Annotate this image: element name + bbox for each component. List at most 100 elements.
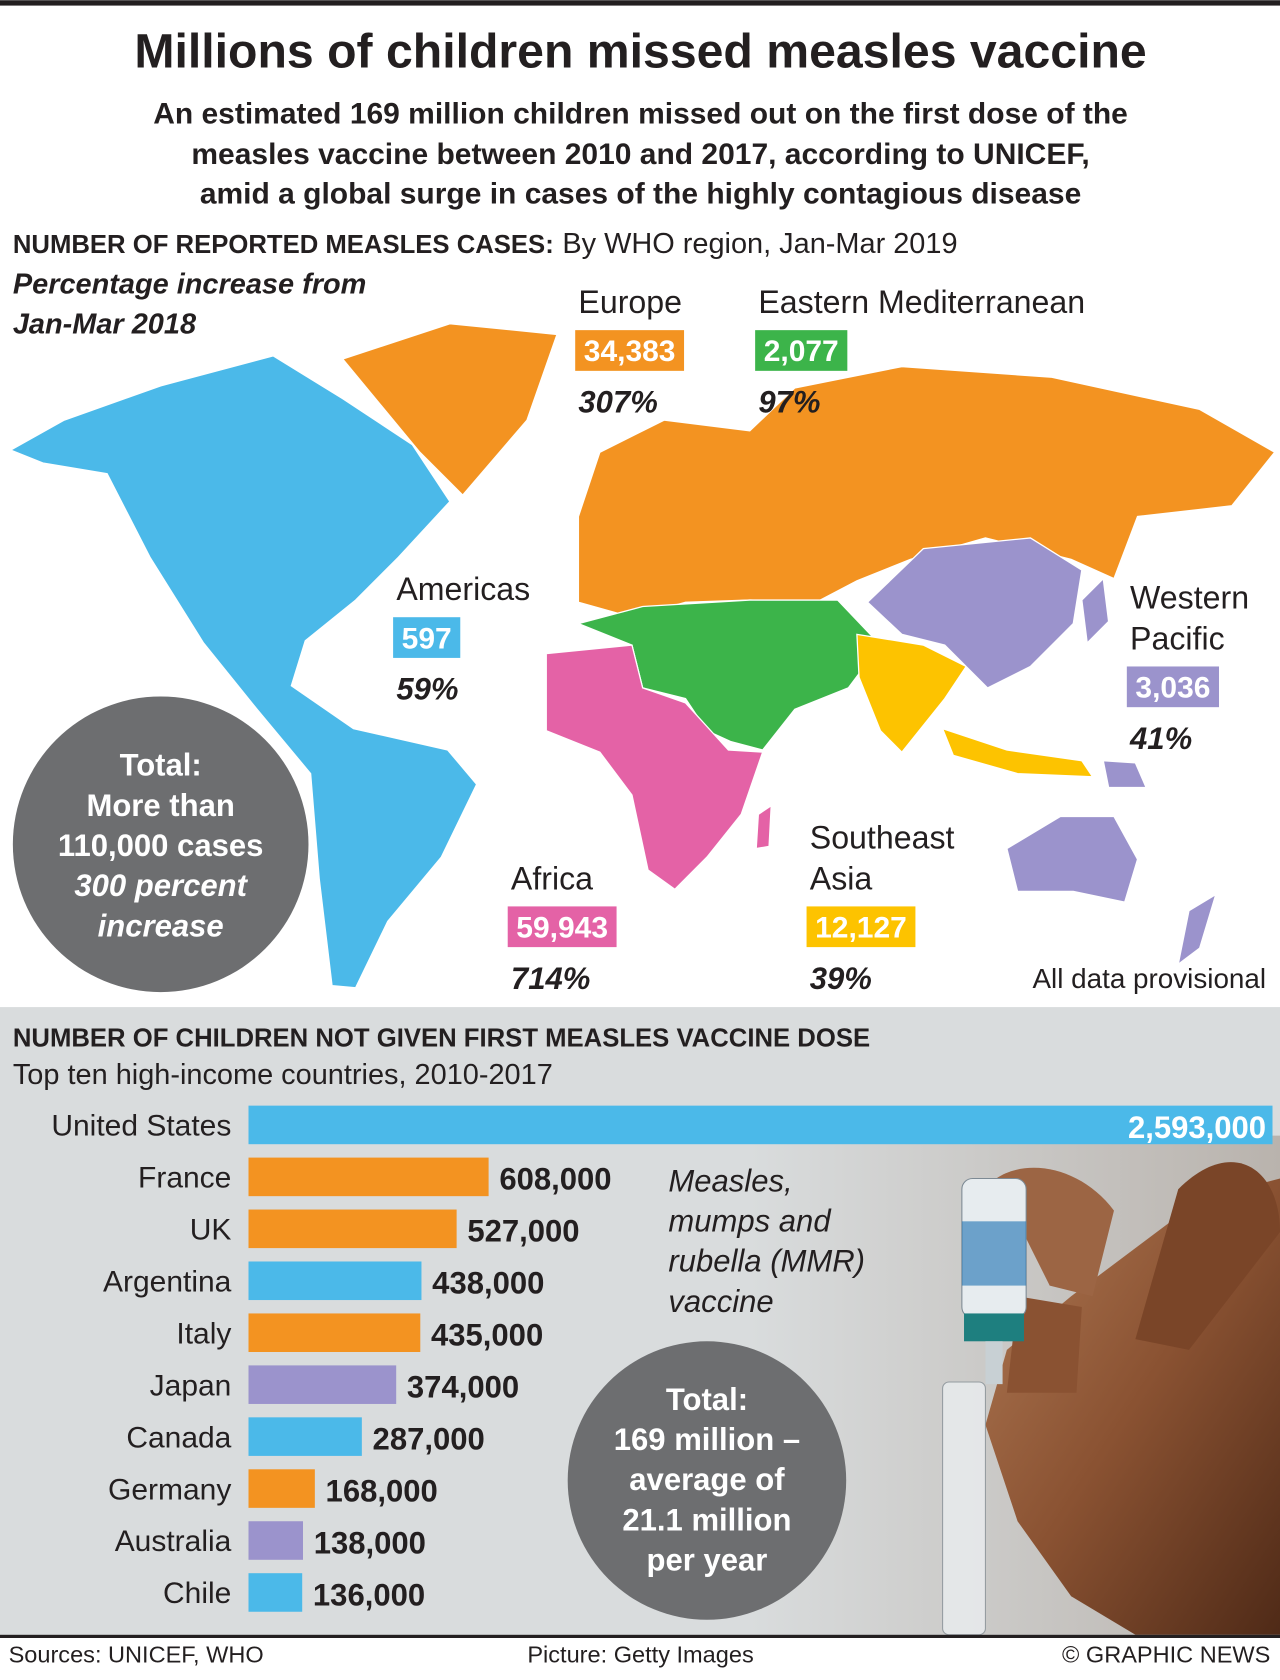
world-map [9,323,1276,989]
region-cases: 59,943 [516,911,608,944]
region-increase: 41% [1129,721,1192,756]
map-heading-main: NUMBER OF REPORTED MEASLES CASES: [13,231,554,259]
region-name: Pacific [1130,620,1225,656]
americas-land [9,355,478,989]
value-label: 2,593,000 [1128,1110,1266,1145]
bar-subtitle: Top ten high-income countries, 2010-2017 [13,1059,553,1091]
bar [248,1365,397,1404]
bar [248,1417,362,1456]
total-line: increase [98,908,224,943]
bar [248,1313,421,1352]
value-label: 438,000 [432,1266,544,1301]
region-increase: 97% [758,385,820,420]
category-label: Argentina [103,1265,232,1298]
value-label: 374,000 [407,1370,519,1405]
total-line: 21.1 million [622,1502,791,1537]
increase-note: Jan-Mar 2018 [13,308,197,340]
title: Millions of children missed measles vacc… [134,25,1146,79]
region-box [507,906,617,948]
region-increase: 714% [511,961,590,996]
region-name: Americas [396,571,530,607]
credit: © GRAPHIC NEWS [1062,1642,1270,1668]
total-line: 169 million – [614,1422,800,1457]
value-label: 287,000 [373,1421,485,1456]
value-label: 435,000 [431,1318,543,1353]
southeast-asia-land [856,633,1094,778]
total-line: average of [629,1462,785,1497]
category-label: Chile [163,1577,231,1610]
value-label: 138,000 [314,1525,426,1560]
madagascar-land [755,804,772,850]
category-label: Japan [150,1369,232,1402]
region-box [393,617,461,658]
caption-line: rubella (MMR) [668,1244,865,1279]
value-label: 608,000 [499,1162,611,1197]
category-label: Australia [115,1525,232,1558]
region-labels: Europe 34,383 307% Eastern Mediterranean 2,0… [393,284,1249,996]
region-name: Southeast [810,820,955,856]
vaccine-caption: Measles, mumps and rubella (MMR) vaccine [668,1163,865,1319]
region-box [1126,666,1220,708]
total-line: Total: [120,748,202,783]
region-cases: 3,036 [1135,672,1210,705]
increase-note: Percentage increase from [13,269,366,301]
total-text: Total: More than 110,000 cases 300 percent i… [58,748,263,944]
africa-land [545,644,764,891]
region-cases: 12,127 [815,911,907,944]
total-line: Total: [666,1382,748,1417]
total-circle [12,696,309,993]
value-label: 168,000 [326,1473,438,1508]
caption-line: vaccine [668,1284,773,1319]
region-box [806,906,916,948]
total-text: Total: 169 million – average of 21.1 millio… [614,1382,800,1578]
bar [248,1521,303,1560]
subtitle: measles vaccine between 2010 and 2017, a… [191,138,1089,171]
caption-line: mumps and [668,1203,832,1238]
western-pacific-land [866,537,1217,966]
subtitle: amid a global surge in cases of the high… [200,178,1081,211]
eastern-mediterranean-land [576,599,882,751]
bar [248,1105,1273,1145]
region-name: Africa [511,860,593,896]
total-line: 300 percent [74,868,248,903]
region-name: Western [1130,580,1249,616]
europe-land [577,365,1276,618]
total-line: 110,000 cases [58,828,263,863]
photo [942,1162,1280,1636]
map-heading-detail: By WHO region, Jan-Mar 2019 [562,228,957,260]
greenland-land [341,323,558,497]
caption-line: Measles, [668,1163,792,1198]
category-label: Germany [108,1473,231,1506]
sources: Sources: UNICEF, WHO [9,1642,264,1668]
region-increase: 59% [396,672,458,707]
region-cases: 597 [402,622,452,655]
region-cases: 34,383 [584,335,676,368]
region-box [575,330,685,371]
category-label: United States [51,1110,231,1143]
bar [248,1209,457,1249]
bar-title: NUMBER OF CHILDREN NOT GIVEN FIRST MEASL… [13,1025,870,1053]
region-name: Europe [578,284,682,320]
bar-chart: United States 2,593,000 France 608,000 UK 527… [51,1105,1273,1612]
region-increase: 307% [578,385,657,420]
total-circle [567,1341,847,1620]
footer-rule [0,1634,1280,1638]
region-increase: 39% [810,961,872,996]
value-label: 527,000 [467,1214,579,1249]
bar [248,1261,422,1301]
bar [248,1469,315,1508]
bar [248,1157,489,1197]
category-label: UK [190,1214,232,1247]
region-box [755,330,848,371]
map-heading: NUMBER OF REPORTED MEASLES CASES: By WHO … [13,228,958,260]
bar [248,1573,303,1612]
region-name: Eastern Mediterranean [758,284,1085,320]
subtitle: An estimated 169 million children missed… [153,97,1128,130]
total-line: per year [647,1543,768,1578]
region-name: Asia [810,860,873,896]
category-label: Canada [126,1421,231,1454]
category-label: Italy [176,1317,231,1350]
total-line: More than [86,788,234,823]
